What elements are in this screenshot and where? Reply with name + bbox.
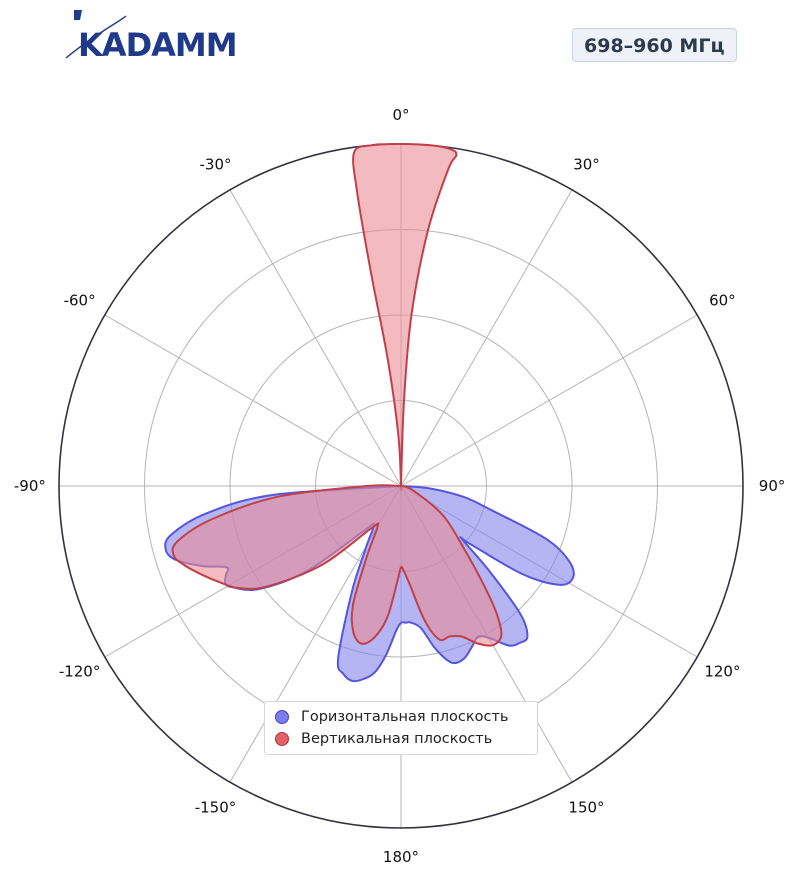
series-vertical-rear xyxy=(171,484,503,647)
series-layer xyxy=(164,142,575,683)
legend-item-vertical: Вертикальная плоскость xyxy=(275,728,527,750)
angle-tick-label: 30° xyxy=(573,156,600,174)
angle-tick-label: -30° xyxy=(200,156,232,174)
legend-marker-vertical xyxy=(275,732,289,746)
angle-tick-label: 60° xyxy=(709,292,736,310)
angle-tick-labels: 0° 30° 60° 90° 120° 150° 180° -150° -120° -90° -60… xyxy=(14,106,785,866)
legend-marker-horizontal xyxy=(275,710,289,724)
legend: Горизонтальная плоскость Вертикальная пл… xyxy=(264,701,538,755)
logo-swoosh-icon xyxy=(65,15,127,59)
legend-label-vertical: Вертикальная плоскость xyxy=(301,731,493,747)
logo-text: KADAMM xyxy=(78,26,237,62)
angle-tick-label: 90° xyxy=(759,477,786,495)
angle-tick-label: -60° xyxy=(64,292,96,310)
legend-label-horizontal: Горизонтальная плоскость xyxy=(301,709,509,725)
legend-item-horizontal: Горизонтальная плоскость xyxy=(275,706,527,728)
angle-tick-label: 150° xyxy=(568,798,604,816)
angle-tick-label: -90° xyxy=(14,477,46,495)
brand-logo: KADAMM xyxy=(62,6,272,64)
frequency-band-badge: 698–960 МГц xyxy=(572,28,737,62)
angle-tick-label: 180° xyxy=(383,848,419,866)
angle-tick-label: 0° xyxy=(392,106,409,124)
angle-tick-label: -150° xyxy=(195,798,237,816)
angle-tick-label: -120° xyxy=(59,663,101,681)
series-vertical-mainlobe xyxy=(352,142,458,491)
angle-tick-label: 120° xyxy=(704,663,740,681)
